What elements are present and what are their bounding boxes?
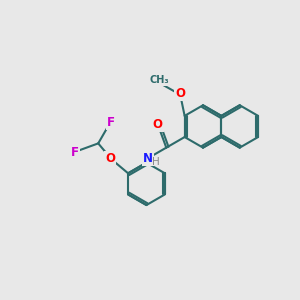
Text: O: O [175, 87, 185, 100]
Text: F: F [107, 116, 115, 129]
Text: O: O [153, 118, 163, 131]
Text: H: H [152, 157, 160, 167]
Text: O: O [105, 152, 116, 165]
Text: CH₃: CH₃ [150, 75, 169, 85]
Text: F: F [71, 146, 79, 159]
Text: N: N [143, 152, 153, 165]
